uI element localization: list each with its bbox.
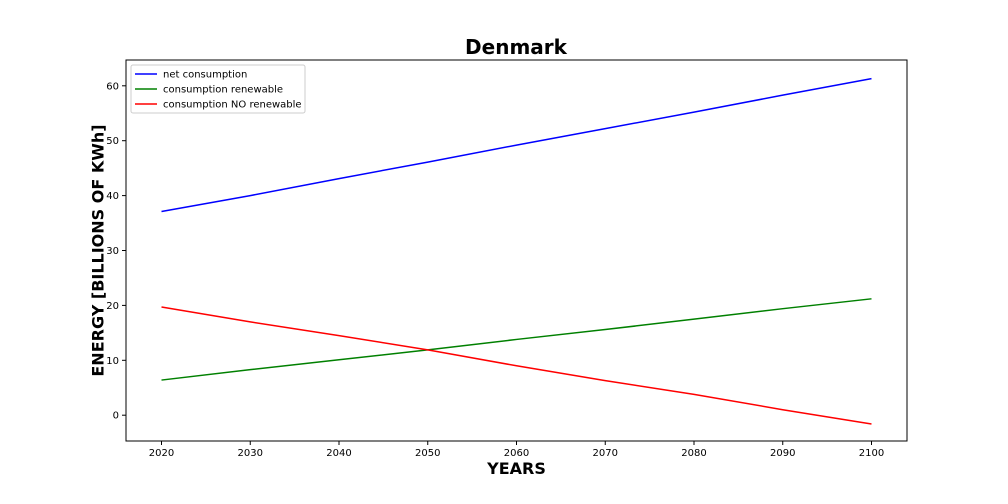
y-tick-label: 20 xyxy=(106,301,119,312)
x-axis: 2020 2030 2040 2050 2060 2070 2080 2090 2100 xyxy=(149,441,884,459)
y-axis: 0 10 20 30 40 50 60 xyxy=(106,81,126,422)
x-tick-label: 2070 xyxy=(593,448,618,459)
x-tick-label: 2060 xyxy=(504,448,529,459)
y-tick-label: 0 xyxy=(113,411,119,422)
x-tick-label: 2040 xyxy=(326,448,351,459)
legend-label: consumption renewable xyxy=(163,85,283,96)
series-line-3 xyxy=(161,306,872,425)
legend-label: consumption NO renewable xyxy=(163,100,302,111)
y-tick-label: 50 xyxy=(106,136,119,147)
x-tick-label: 2080 xyxy=(681,448,706,459)
chart-title: Denmark xyxy=(465,35,568,59)
legend: net consumption consumption renewable cons… xyxy=(130,64,306,114)
y-tick-label: 10 xyxy=(106,356,119,367)
x-tick-label: 2100 xyxy=(859,448,884,459)
legend-box xyxy=(130,64,306,114)
x-tick-label: 2050 xyxy=(415,448,440,459)
x-tick-label: 2020 xyxy=(149,448,174,459)
y-tick-label: 60 xyxy=(106,81,119,92)
x-tick-label: 2030 xyxy=(238,448,263,459)
y-axis-label: ENERGY [BILLIONS OF KWh] xyxy=(89,124,108,376)
series-line-2 xyxy=(161,298,872,381)
y-tick-label: 30 xyxy=(106,246,119,257)
x-axis-label: YEARS xyxy=(486,459,546,478)
series-line-1 xyxy=(161,77,872,213)
y-tick-label: 40 xyxy=(106,191,119,202)
legend-label: net consumption xyxy=(163,70,247,81)
series-layer xyxy=(161,77,872,425)
x-tick-label: 2090 xyxy=(770,448,795,459)
